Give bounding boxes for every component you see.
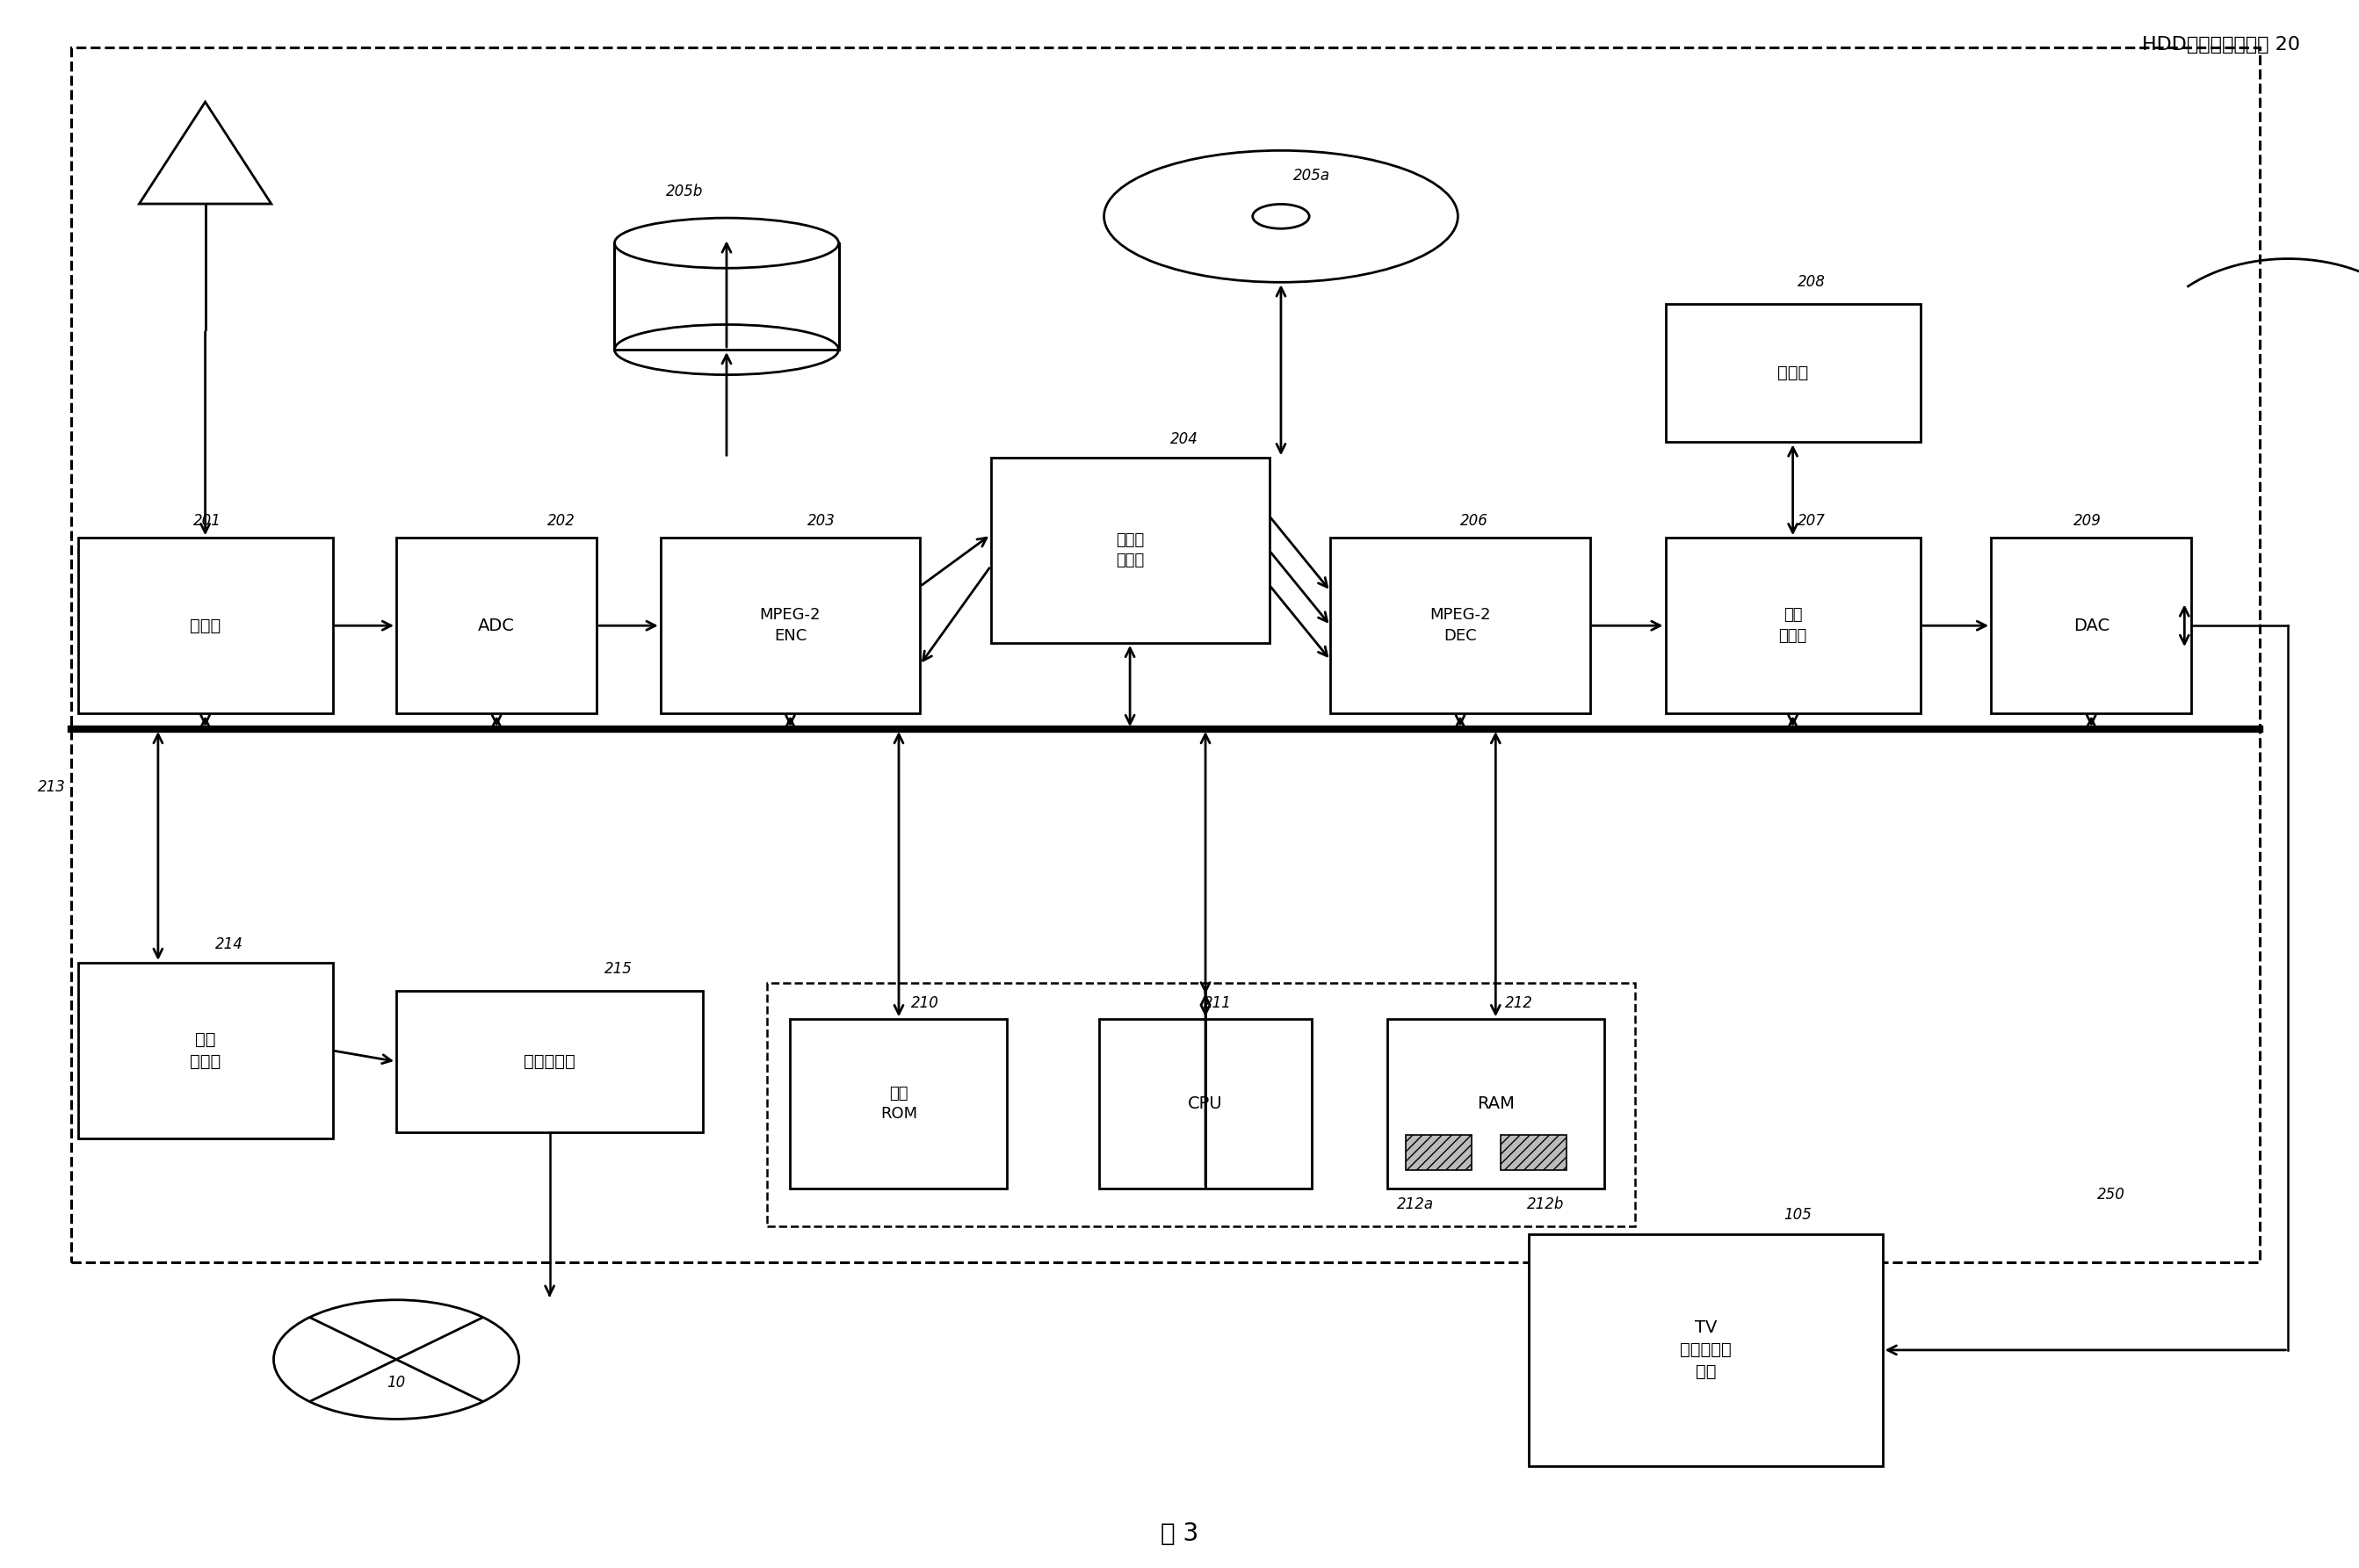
Ellipse shape: [613, 325, 840, 375]
Text: DAC: DAC: [2074, 618, 2109, 633]
Text: 206: 206: [1460, 513, 1489, 528]
Text: 图 3: 图 3: [1161, 1521, 1198, 1546]
FancyBboxPatch shape: [1500, 1135, 1566, 1170]
Text: 208: 208: [1798, 274, 1826, 290]
Text: 图形
控制部: 图形 控制部: [1779, 607, 1807, 644]
FancyBboxPatch shape: [1330, 538, 1590, 713]
Text: TV
（显示器）
装置: TV （显示器） 装置: [1680, 1320, 1732, 1380]
Text: 215: 215: [604, 961, 632, 977]
Text: ADC: ADC: [479, 618, 514, 633]
Text: 205a: 205a: [1293, 168, 1330, 183]
Ellipse shape: [613, 218, 840, 268]
Text: 程序
ROM: 程序 ROM: [880, 1085, 918, 1123]
FancyBboxPatch shape: [1665, 538, 1920, 713]
Text: 205b: 205b: [665, 183, 703, 199]
Text: 网络
控制部: 网络 控制部: [189, 1032, 222, 1069]
Text: 204: 204: [1170, 431, 1198, 447]
FancyBboxPatch shape: [1406, 1135, 1472, 1170]
Text: 212: 212: [1505, 996, 1533, 1011]
Text: 214: 214: [215, 936, 243, 952]
Text: 203: 203: [807, 513, 835, 528]
Text: 202: 202: [547, 513, 576, 528]
FancyBboxPatch shape: [1991, 538, 2192, 713]
Text: 212a: 212a: [1397, 1196, 1434, 1212]
Ellipse shape: [1104, 151, 1458, 282]
Text: 指示接收部: 指示接收部: [524, 1054, 576, 1069]
FancyBboxPatch shape: [661, 538, 920, 713]
FancyBboxPatch shape: [396, 991, 703, 1132]
FancyBboxPatch shape: [1099, 1019, 1312, 1189]
Text: 调谐器: 调谐器: [189, 618, 222, 633]
Text: 10: 10: [387, 1375, 406, 1391]
FancyBboxPatch shape: [790, 1019, 1007, 1189]
Text: 250: 250: [2097, 1187, 2125, 1203]
FancyBboxPatch shape: [396, 538, 597, 713]
Ellipse shape: [1253, 204, 1309, 229]
FancyBboxPatch shape: [1665, 304, 1920, 442]
FancyBboxPatch shape: [991, 458, 1269, 643]
FancyBboxPatch shape: [78, 538, 333, 713]
Text: 201: 201: [193, 513, 222, 528]
Text: 209: 209: [2074, 513, 2102, 528]
Text: CPU: CPU: [1189, 1096, 1222, 1112]
Text: 213: 213: [38, 779, 66, 795]
Text: MPEG-2
DEC: MPEG-2 DEC: [1430, 607, 1491, 644]
Text: 驱动器
控制部: 驱动器 控制部: [1116, 532, 1144, 569]
Text: 212b: 212b: [1526, 1196, 1564, 1212]
Text: 207: 207: [1798, 513, 1826, 528]
Text: HDD内置光盘记录器 20: HDD内置光盘记录器 20: [2142, 36, 2300, 53]
Text: 存储器: 存储器: [1776, 365, 1809, 381]
FancyBboxPatch shape: [1529, 1234, 1882, 1466]
Ellipse shape: [274, 1300, 519, 1419]
FancyBboxPatch shape: [613, 243, 840, 350]
Text: MPEG-2
ENC: MPEG-2 ENC: [760, 607, 821, 644]
Text: 105: 105: [1783, 1207, 1812, 1223]
FancyBboxPatch shape: [1387, 1019, 1604, 1189]
FancyBboxPatch shape: [78, 963, 333, 1138]
Text: 210: 210: [911, 996, 939, 1011]
Text: 211: 211: [1203, 996, 1231, 1011]
Text: RAM: RAM: [1477, 1096, 1514, 1112]
